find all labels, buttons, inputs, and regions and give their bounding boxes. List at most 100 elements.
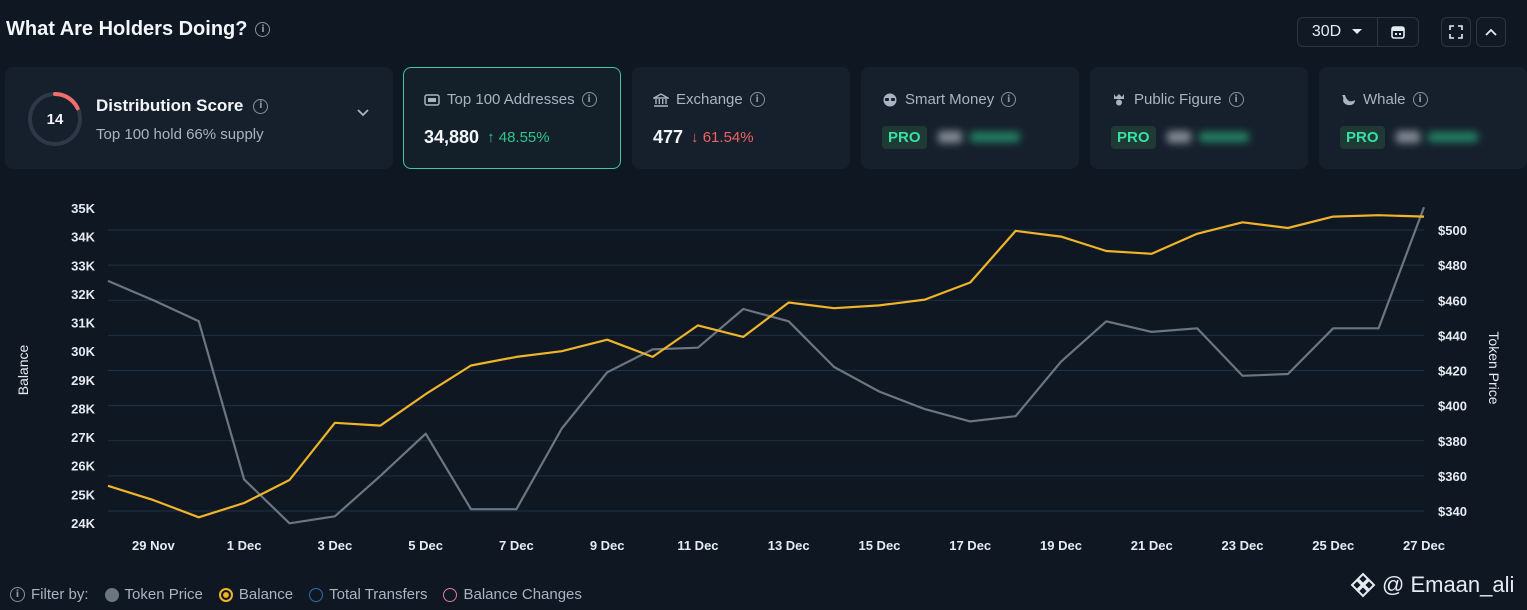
y-left-tick-label: 35K xyxy=(71,201,95,216)
calendar-icon xyxy=(1391,26,1405,39)
smart-money-label: Smart Money i xyxy=(882,91,1017,108)
y-right-tick-label: $420 xyxy=(1438,364,1467,379)
distribution-score-subtitle: Top 100 hold 66% supply xyxy=(96,126,264,143)
exchange-label-text: Exchange xyxy=(676,91,743,108)
x-tick-label: 17 Dec xyxy=(949,538,991,553)
top100-value: 34,880 ↑ 48.55% xyxy=(424,127,550,148)
y-left-tick-label: 34K xyxy=(71,230,95,245)
info-icon[interactable]: i xyxy=(10,587,25,602)
exchange-label: Exchange i xyxy=(653,91,765,108)
top100-addresses-card[interactable]: Top 100 Addresses i 34,880 ↑ 48.55% xyxy=(403,67,621,169)
x-tick-label: 3 Dec xyxy=(318,538,353,553)
info-icon[interactable]: i xyxy=(1228,92,1244,107)
fullscreen-button[interactable] xyxy=(1441,17,1471,47)
info-icon[interactable]: i xyxy=(1001,92,1017,107)
y-left-tick-label: 27K xyxy=(71,430,95,445)
filter-bar: i Filter by: Token Price Balance Total T… xyxy=(10,586,582,603)
public-figure-card[interactable]: Public Figure i PRO xyxy=(1090,67,1308,169)
pro-badge[interactable]: PRO xyxy=(882,126,927,149)
y-left-tick-label: 29K xyxy=(71,373,95,388)
exchange-change: ↓ 61.54% xyxy=(691,129,754,146)
x-tick-label: 13 Dec xyxy=(768,538,810,553)
info-icon[interactable]: i xyxy=(255,22,271,37)
info-icon[interactable]: i xyxy=(581,92,597,107)
filter-label: i Filter by: xyxy=(10,586,89,603)
time-range-dropdown[interactable]: 30D xyxy=(1298,18,1378,46)
distribution-score-title-text: Distribution Score xyxy=(96,96,244,115)
filter-balance[interactable]: Balance xyxy=(218,586,293,603)
y-left-tick-label: 32K xyxy=(71,287,95,302)
y-left-tick-label: 26K xyxy=(71,459,95,474)
top100-count: 34,880 xyxy=(424,127,480,147)
watermark: @ Emaan_ali xyxy=(1350,572,1514,598)
token-price-dot-icon xyxy=(104,587,119,602)
filter-token-price[interactable]: Token Price xyxy=(104,586,203,603)
y-left-tick-label: 30K xyxy=(71,344,95,359)
info-icon[interactable]: i xyxy=(253,98,269,114)
info-icon[interactable]: i xyxy=(1412,92,1428,107)
x-tick-label: 29 Nov xyxy=(132,538,175,553)
chevron-down-icon[interactable] xyxy=(356,108,370,118)
y-left-tick-label: 25K xyxy=(71,487,95,502)
filter-total-transfers[interactable]: Total Transfers xyxy=(309,586,427,603)
collapse-button[interactable] xyxy=(1476,17,1506,47)
blurred-value xyxy=(1396,128,1486,146)
y-left-tick-label: 28K xyxy=(71,401,95,416)
whale-card[interactable]: Whale i PRO xyxy=(1319,67,1527,169)
x-tick-label: 7 Dec xyxy=(499,538,534,553)
x-tick-label: 19 Dec xyxy=(1040,538,1082,553)
x-tick-label: 15 Dec xyxy=(858,538,900,553)
x-tick-label: 25 Dec xyxy=(1312,538,1354,553)
distribution-score-card[interactable]: 14 Distribution Score i Top 100 hold 66%… xyxy=(5,67,393,169)
smart-money-label-text: Smart Money xyxy=(905,91,995,108)
x-tick-label: 23 Dec xyxy=(1222,538,1264,553)
distribution-score-title: Distribution Score i xyxy=(96,96,269,116)
distribution-score-value: 14 xyxy=(47,111,64,128)
time-range-group: 30D xyxy=(1297,17,1419,47)
time-range-label: 30D xyxy=(1311,23,1342,40)
balance-changes-dot-icon xyxy=(443,587,458,602)
y-right-tick-label: $480 xyxy=(1438,258,1467,273)
bank-icon xyxy=(653,92,669,107)
y-axis-left-label: Balance xyxy=(15,344,31,395)
y-right-tick-label: $460 xyxy=(1438,293,1467,308)
y-right-tick-label: $360 xyxy=(1438,469,1467,484)
balance-dot-icon xyxy=(218,587,233,602)
pro-badge[interactable]: PRO xyxy=(1111,126,1156,149)
pro-badge[interactable]: PRO xyxy=(1340,126,1385,149)
exchange-value: 477 ↓ 61.54% xyxy=(653,127,754,148)
whale-label: Whale i xyxy=(1340,91,1428,108)
distribution-score-gauge: 14 xyxy=(28,92,82,146)
holders-chart[interactable]: 24K 25K 26K 27K 28K 29K 30K 31K 32K 33K 34K 35K $34… xyxy=(0,180,1527,575)
wallet-icon xyxy=(424,93,440,106)
filter-balance-changes[interactable]: Balance Changes xyxy=(443,586,582,603)
smart-money-card[interactable]: Smart Money i PRO xyxy=(861,67,1079,169)
top100-label-text: Top 100 Addresses xyxy=(447,91,575,108)
public-figure-icon xyxy=(1114,93,1124,105)
public-figure-label: Public Figure i xyxy=(1111,91,1244,108)
top100-label: Top 100 Addresses i xyxy=(424,91,597,108)
filter-token-price-label: Token Price xyxy=(124,586,203,603)
binance-logo-icon xyxy=(1350,572,1376,598)
y-right-tick-label: $400 xyxy=(1438,399,1467,414)
exchange-card[interactable]: Exchange i 477 ↓ 61.54% xyxy=(632,67,850,169)
y-left-tick-label: 33K xyxy=(71,258,95,273)
x-tick-label: 21 Dec xyxy=(1131,538,1173,553)
info-icon[interactable]: i xyxy=(749,92,765,107)
whale-icon xyxy=(1342,94,1355,105)
y-right-tick-label: $440 xyxy=(1438,328,1467,343)
x-tick-label: 9 Dec xyxy=(590,538,625,553)
sunglasses-icon xyxy=(883,93,897,106)
header: What Are Holders Doing? i 30D xyxy=(0,0,1527,64)
watermark-text: @ Emaan_ali xyxy=(1382,572,1515,597)
whale-label-text: Whale xyxy=(1363,91,1406,108)
x-tick-label: 11 Dec xyxy=(677,538,718,553)
y-left-tick-label: 24K xyxy=(71,516,95,531)
y-right-tick-label: $340 xyxy=(1438,504,1467,519)
x-tick-label: 5 Dec xyxy=(408,538,443,553)
calendar-button[interactable] xyxy=(1378,18,1418,46)
public-figure-label-text: Public Figure xyxy=(1134,91,1222,108)
total-transfers-dot-icon xyxy=(309,587,324,602)
blurred-value xyxy=(1167,128,1257,146)
page-title: What Are Holders Doing? i xyxy=(6,18,271,41)
